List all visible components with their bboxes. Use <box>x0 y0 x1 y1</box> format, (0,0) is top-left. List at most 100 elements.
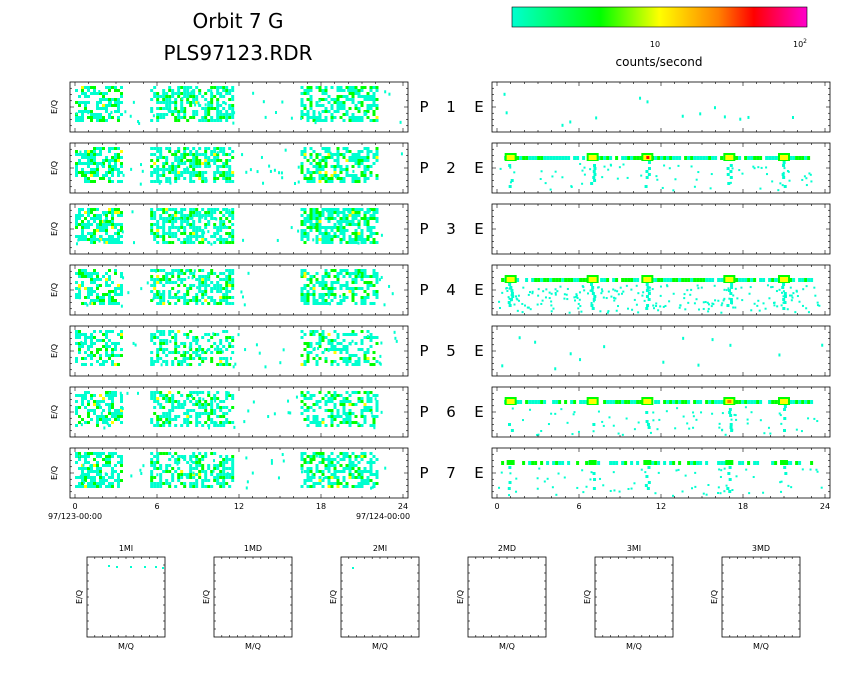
left-panel-7-cell <box>345 482 349 485</box>
left-panel-5-cell <box>171 360 175 363</box>
colorbar <box>511 6 808 28</box>
left-panel-3-cell <box>156 223 160 226</box>
left-panel-5-cell <box>90 336 93 339</box>
right-panel-6-noise <box>560 408 563 411</box>
left-panel-7-cell <box>174 485 178 488</box>
left-panel-6-cell <box>342 418 346 421</box>
right-panel-2-noise <box>570 185 573 188</box>
left-panel-4-cell <box>96 296 99 299</box>
left-panel-4-cell <box>336 281 340 284</box>
left-panel-1-cell <box>195 113 199 116</box>
left-panel-3-cell <box>309 208 313 211</box>
left-panel-6-cell <box>345 418 349 421</box>
left-panel-4-cell <box>225 299 229 302</box>
left-panel-4-cell <box>360 278 364 281</box>
left-panel-4-cell <box>183 272 187 275</box>
left-panel-7-cell <box>336 470 340 473</box>
left-panel-4-cell <box>177 284 181 287</box>
left-panel-3-cell <box>333 217 337 220</box>
right-panel-6-noise <box>537 433 540 436</box>
left-panel-2-cell <box>114 165 117 168</box>
left-panel-6-cell <box>348 394 352 397</box>
right-panel-4-band-cell <box>621 278 625 282</box>
right-panel-4-band-cell <box>708 278 712 282</box>
left-panel-3-cell <box>315 229 319 232</box>
left-panel-1-cell <box>78 101 81 104</box>
left-panel-1-cell <box>168 107 172 110</box>
right-panel-4-noise <box>672 292 675 295</box>
left-panel-2-cell <box>93 174 96 177</box>
right-panel-6-noise <box>718 422 721 425</box>
left-panel-3-cell <box>201 208 205 211</box>
left-panel-3-cell <box>357 232 361 235</box>
right-panel-4-noise <box>816 304 819 307</box>
right-panel-4-band-cell <box>792 278 796 282</box>
left-panel-5-noise <box>188 346 191 350</box>
right-panel-4-noise <box>730 302 733 305</box>
left-panel-4-cell <box>90 290 93 293</box>
left-panel-4-cell <box>219 299 223 302</box>
left-panel-3-cell <box>354 241 358 244</box>
left-panel-5-cell <box>342 360 346 363</box>
left-panel-7-cell <box>105 485 108 488</box>
left-panel-3-cell <box>348 241 352 244</box>
left-panel-3-cell <box>180 223 184 226</box>
left-panel-4-cell <box>363 302 367 305</box>
right-panel-4-noise <box>523 304 526 307</box>
left-panel-2-cell <box>102 177 105 180</box>
left-panel-2-cell <box>117 156 120 159</box>
left-panel-7-cell <box>222 473 226 476</box>
left-panel-7-cell <box>150 464 154 467</box>
left-panel-6-cell <box>309 421 313 424</box>
left-panel-7-cell <box>204 455 208 458</box>
left-panel-2-cell <box>204 177 208 180</box>
left-panel-4-cell <box>360 272 364 275</box>
left-panel-6-cell <box>222 406 226 409</box>
left-panel-2-cell <box>318 168 322 171</box>
left-panel-6-cell <box>99 406 102 409</box>
left-panel-1-cell <box>330 116 334 119</box>
right-panel-6-streak <box>728 408 732 411</box>
left-panel-7-cell <box>219 461 223 464</box>
left-panel-1-cell <box>108 104 111 107</box>
left-panel-1-cell <box>375 107 379 110</box>
left-panel-6-cell <box>186 409 190 412</box>
right-panel-4-noise <box>649 286 652 289</box>
left-panel-2-cell <box>102 165 105 168</box>
left-panel-5-noise <box>349 342 352 346</box>
right-panel-2-band-cell <box>684 156 688 160</box>
right-panel-6-noise <box>746 418 749 421</box>
left-panel-2-cell <box>231 180 235 183</box>
left-panel-2-cell <box>360 156 364 159</box>
left-panel-3-cell <box>210 214 214 217</box>
left-panel-7-cell <box>84 485 87 488</box>
left-panel-3-cell <box>189 226 193 229</box>
left-panel-6-cell <box>75 424 78 427</box>
left-panel-1-cell <box>171 92 175 95</box>
left-panel-7-cell <box>216 482 220 485</box>
left-panel-7-cell <box>342 458 346 461</box>
left-panel-4-cell <box>87 290 90 293</box>
right-panel-6-noise <box>597 410 600 413</box>
left-panel-2-cell <box>363 156 367 159</box>
left-panel-5-cell <box>162 339 166 342</box>
right-panel-4-noise <box>531 290 534 293</box>
left-panel-7-cell <box>150 458 154 461</box>
left-panel-4-noise <box>153 281 156 285</box>
left-panel-7-cell <box>348 464 352 467</box>
left-panel-2-cell <box>363 171 367 174</box>
left-panel-7-cell <box>183 482 187 485</box>
right-panel-4-noise <box>748 292 751 295</box>
left-panel-3-cell <box>183 217 187 220</box>
left-panel-2-cell <box>105 174 108 177</box>
left-panel-7-cell <box>339 464 343 467</box>
left-panel-5-cell <box>87 354 90 357</box>
right-panel-6-band-cell <box>753 400 757 404</box>
right-panel-4-streak <box>783 292 787 295</box>
left-panel-5-cell <box>321 336 325 339</box>
left-panel-3-cell <box>228 220 232 223</box>
left-panel-5-cell <box>363 354 367 357</box>
left-panel-5-noise <box>379 354 382 358</box>
left-panel-6-cell <box>195 400 199 403</box>
left-panel-7-cell <box>108 485 111 488</box>
